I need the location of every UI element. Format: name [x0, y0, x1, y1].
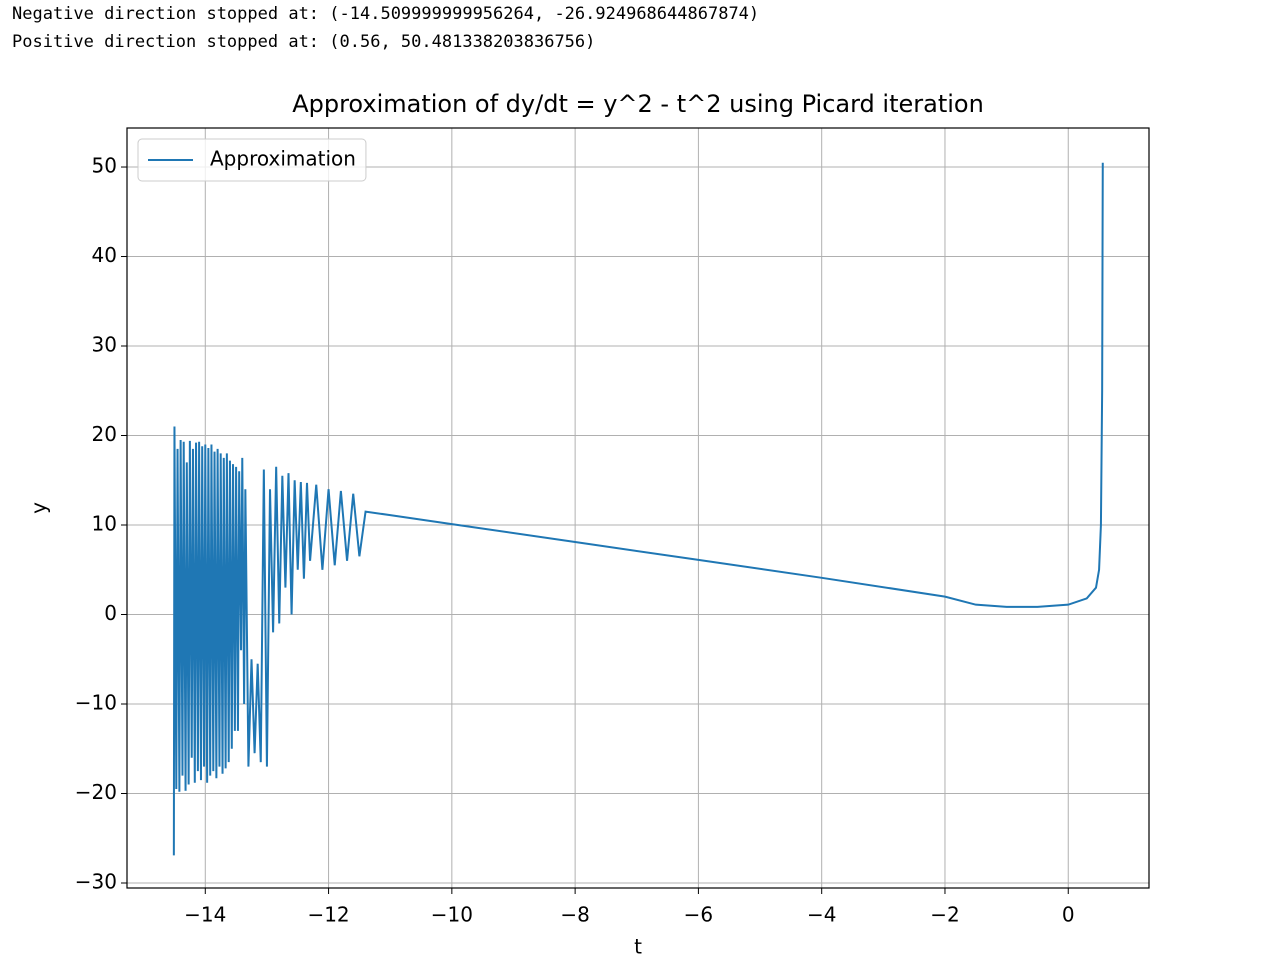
y-tick-label: 40	[92, 243, 117, 267]
output-line: Negative direction stopped at: (-14.5099…	[12, 4, 760, 24]
x-tick-label: −4	[807, 903, 836, 927]
plot-frame	[126, 127, 1150, 889]
x-tick-label: −2	[930, 903, 959, 927]
y-tick-label: −20	[75, 780, 117, 804]
y-tick-label: 0	[104, 601, 117, 625]
legend-box	[137, 138, 367, 182]
x-tick-label: −8	[560, 903, 589, 927]
y-tick-label: 20	[92, 422, 117, 446]
y-tick-label: 50	[92, 154, 117, 178]
x-tick-label: −6	[684, 903, 713, 927]
y-tick-label: 10	[92, 512, 117, 536]
y-tick-label: −10	[75, 690, 117, 714]
y-axis-label: y	[27, 502, 51, 514]
legend-label: Approximation	[210, 147, 356, 171]
chart-title: Approximation of dy/dt = y^2 - t^2 using…	[292, 90, 984, 118]
y-tick-label: 30	[92, 333, 117, 357]
data-line	[172, 162, 1104, 856]
output-line: Positive direction stopped at: (0.56, 50…	[12, 32, 596, 52]
x-tick-label: 0	[1062, 903, 1075, 927]
x-tick-label: −10	[431, 903, 473, 927]
y-tick-label: −30	[75, 869, 117, 893]
x-tick-label: −12	[307, 903, 349, 927]
x-axis-label: t	[634, 935, 642, 959]
x-tick-label: −14	[184, 903, 226, 927]
